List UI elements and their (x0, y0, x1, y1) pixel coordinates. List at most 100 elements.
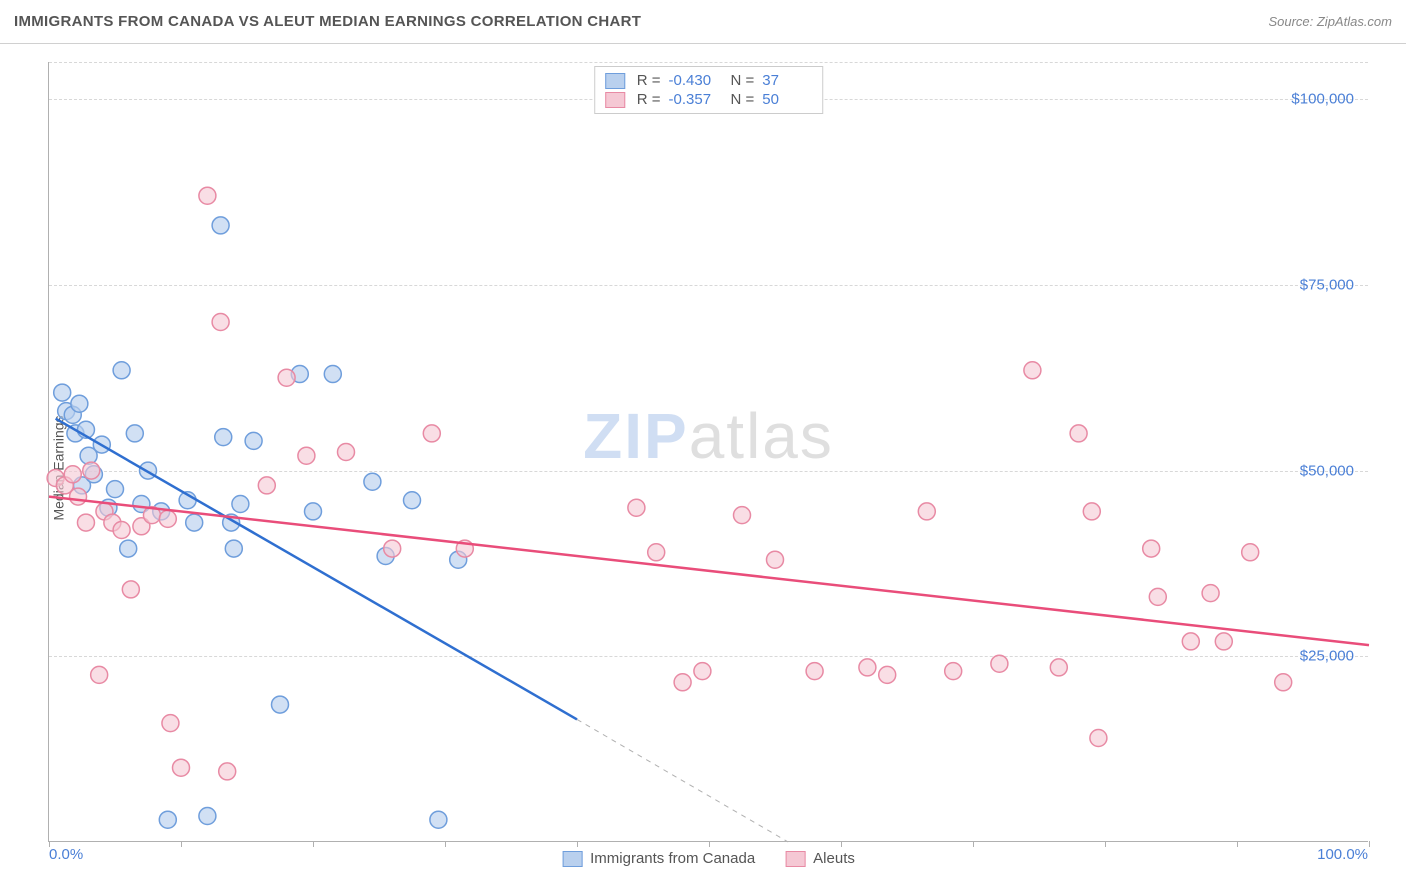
data-point-aleuts (1143, 540, 1160, 557)
chart-svg (49, 62, 1368, 841)
data-point-aleuts (199, 187, 216, 204)
data-point-aleuts (70, 488, 87, 505)
x-tickmark (577, 841, 578, 847)
data-point-aleuts (1149, 588, 1166, 605)
x-tickmark (709, 841, 710, 847)
data-point-aleuts (77, 514, 94, 531)
data-point-aleuts (1090, 730, 1107, 747)
data-point-canada (199, 808, 216, 825)
trendline-aleuts (49, 497, 1369, 646)
legend-item-aleuts: Aleuts (785, 850, 855, 867)
data-point-aleuts (879, 666, 896, 683)
legend-label: Aleuts (813, 850, 855, 867)
data-point-canada (272, 696, 289, 713)
data-point-aleuts (113, 522, 130, 539)
data-point-aleuts (628, 499, 645, 516)
n-value: 37 (762, 72, 812, 89)
x-tick-min: 0.0% (49, 846, 83, 863)
chart-area: Median Earnings ZIPatlas R =-0.430N =37R… (0, 44, 1406, 892)
x-tickmark (445, 841, 446, 847)
x-tickmark (841, 841, 842, 847)
data-point-canada (225, 540, 242, 557)
data-point-aleuts (767, 551, 784, 568)
r-value: -0.357 (669, 91, 719, 108)
r-label: R = (637, 72, 661, 89)
legend-item-canada: Immigrants from Canada (562, 850, 755, 867)
data-point-aleuts (1070, 425, 1087, 442)
plot-region: ZIPatlas R =-0.430N =37R =-0.357N =50 0.… (48, 62, 1368, 842)
x-tickmark (1105, 841, 1106, 847)
x-tick-max: 100.0% (1317, 846, 1368, 863)
data-point-aleuts (219, 763, 236, 780)
n-label: N = (731, 72, 755, 89)
data-point-aleuts (1215, 633, 1232, 650)
data-point-canada (430, 811, 447, 828)
data-point-aleuts (918, 503, 935, 520)
data-point-canada (107, 481, 124, 498)
data-point-canada (126, 425, 143, 442)
data-point-canada (215, 429, 232, 446)
r-label: R = (637, 91, 661, 108)
data-point-aleuts (991, 655, 1008, 672)
data-point-aleuts (1024, 362, 1041, 379)
data-point-canada (54, 384, 71, 401)
data-point-canada (113, 362, 130, 379)
data-point-aleuts (1275, 674, 1292, 691)
data-point-aleuts (384, 540, 401, 557)
x-tickmark (49, 841, 50, 847)
x-tickmark (181, 841, 182, 847)
trendline-extrap-canada (577, 719, 788, 842)
data-point-aleuts (91, 666, 108, 683)
data-point-aleuts (859, 659, 876, 676)
data-point-canada (364, 473, 381, 490)
data-point-canada (71, 395, 88, 412)
y-tick-label: $75,000 (1300, 276, 1354, 293)
series-legend: Immigrants from Canada Aleuts (562, 850, 855, 867)
data-point-aleuts (122, 581, 139, 598)
data-point-aleuts (648, 544, 665, 561)
data-point-aleuts (674, 674, 691, 691)
legend-swatch (605, 92, 625, 108)
y-tick-label: $100,000 (1291, 91, 1354, 108)
correlation-legend: R = -0.430 N = 37 R = -0.357 N = 50 (594, 66, 824, 114)
chart-header: IMMIGRANTS FROM CANADA VS ALEUT MEDIAN E… (0, 0, 1406, 44)
x-tickmark (973, 841, 974, 847)
legend-swatch (785, 851, 805, 867)
n-label: N = (731, 91, 755, 108)
data-point-aleuts (162, 715, 179, 732)
y-tick-label: $25,000 (1300, 648, 1354, 665)
trendline-canada (56, 419, 577, 720)
x-tickmark (1237, 841, 1238, 847)
x-tickmark (1369, 841, 1370, 847)
data-point-aleuts (945, 663, 962, 680)
data-point-aleuts (806, 663, 823, 680)
data-point-canada (404, 492, 421, 509)
y-tick-label: $50,000 (1300, 462, 1354, 479)
data-point-aleuts (1050, 659, 1067, 676)
data-point-aleuts (212, 314, 229, 331)
data-point-aleuts (298, 447, 315, 464)
n-value: 50 (762, 91, 812, 108)
data-point-canada (159, 811, 176, 828)
data-point-canada (232, 496, 249, 513)
r-value: -0.430 (669, 72, 719, 89)
legend-label: Immigrants from Canada (590, 850, 755, 867)
legend-swatch (605, 73, 625, 89)
data-point-canada (120, 540, 137, 557)
data-point-canada (305, 503, 322, 520)
data-point-aleuts (258, 477, 275, 494)
data-point-aleuts (278, 369, 295, 386)
source-credit: Source: ZipAtlas.com (1268, 14, 1392, 29)
data-point-aleuts (734, 507, 751, 524)
data-point-aleuts (159, 510, 176, 527)
data-point-aleuts (338, 444, 355, 461)
legend-swatch (562, 851, 582, 867)
data-point-canada (245, 432, 262, 449)
data-point-aleuts (173, 759, 190, 776)
data-point-aleuts (694, 663, 711, 680)
chart-title: IMMIGRANTS FROM CANADA VS ALEUT MEDIAN E… (14, 13, 641, 30)
data-point-aleuts (83, 462, 100, 479)
legend-stat-row-aleuts: R = -0.357 N = 50 (605, 90, 813, 109)
data-point-aleuts (1083, 503, 1100, 520)
data-point-aleuts (1182, 633, 1199, 650)
